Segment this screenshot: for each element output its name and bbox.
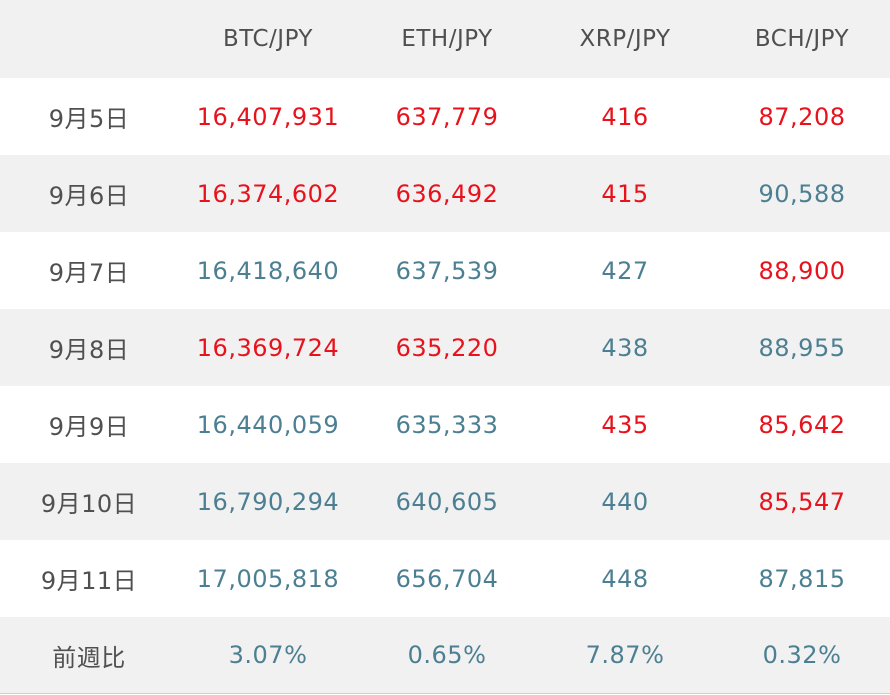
- row-date: 9月7日: [48, 259, 130, 287]
- weekly-change-label: 前週比: [52, 643, 126, 672]
- btc-price: 16,440,059: [196, 410, 340, 439]
- eth-price: 656,704: [395, 564, 499, 593]
- btc-price: 17,005,818: [196, 564, 340, 593]
- xrp-price: 435: [601, 410, 649, 439]
- xrp-price: 440: [601, 487, 649, 516]
- btc-price: 16,369,724: [196, 333, 340, 362]
- table-row: 9月11日 17,005,818 656,704 448 87,815: [0, 540, 890, 617]
- bch-price: 88,900: [758, 256, 846, 285]
- header-btc-jpy: BTC/JPY: [223, 26, 313, 52]
- eth-weekly-change: 0.65%: [407, 641, 487, 669]
- header-bch-jpy: BCH/JPY: [754, 26, 850, 52]
- header-xrp-jpy: XRP/JPY: [579, 26, 671, 52]
- row-date: 9月5日: [48, 105, 130, 133]
- bch-price: 88,955: [758, 333, 846, 362]
- table-row: 9月5日 16,407,931 637,779 416 87,208: [0, 78, 890, 155]
- table-header-row: BTC/JPY ETH/JPY XRP/JPY BCH/JPY: [0, 0, 890, 78]
- xrp-price: 415: [601, 179, 649, 208]
- xrp-price: 416: [601, 102, 649, 131]
- header-corner: [0, 0, 178, 78]
- bch-price: 87,815: [758, 564, 846, 593]
- table-row: 9月6日 16,374,602 636,492 415 90,588: [0, 155, 890, 232]
- eth-price: 637,779: [395, 102, 499, 131]
- bch-price: 87,208: [758, 102, 846, 131]
- row-date: 9月11日: [40, 567, 138, 595]
- btc-price: 16,407,931: [196, 102, 340, 131]
- btc-weekly-change: 3.07%: [228, 641, 308, 669]
- eth-price: 637,539: [395, 256, 499, 285]
- xrp-price: 427: [601, 256, 649, 285]
- table-row: 9月7日 16,418,640 637,539 427 88,900: [0, 232, 890, 309]
- bch-price: 85,642: [758, 410, 846, 439]
- table-row: 9月8日 16,369,724 635,220 438 88,955: [0, 309, 890, 386]
- weekly-change-row: 前週比 3.07% 0.65% 7.87% 0.32%: [0, 617, 890, 694]
- eth-price: 635,220: [395, 333, 499, 362]
- row-date: 9月9日: [48, 413, 130, 441]
- xrp-price: 438: [601, 333, 649, 362]
- header-eth-jpy: ETH/JPY: [401, 26, 493, 52]
- row-date: 9月10日: [40, 490, 138, 518]
- xrp-price: 448: [601, 564, 649, 593]
- eth-price: 636,492: [395, 179, 499, 208]
- bch-price: 85,547: [758, 487, 846, 516]
- table-row: 9月9日 16,440,059 635,333 435 85,642: [0, 386, 890, 463]
- xrp-weekly-change: 7.87%: [585, 641, 665, 669]
- eth-price: 635,333: [395, 410, 499, 439]
- row-date: 9月6日: [48, 182, 130, 210]
- btc-price: 16,374,602: [196, 179, 340, 208]
- btc-price: 16,790,294: [196, 487, 340, 516]
- bch-price: 90,588: [758, 179, 846, 208]
- row-date: 9月8日: [48, 336, 130, 364]
- table-row: 9月10日 16,790,294 640,605 440 85,547: [0, 463, 890, 540]
- eth-price: 640,605: [395, 487, 499, 516]
- btc-price: 16,418,640: [196, 256, 340, 285]
- bch-weekly-change: 0.32%: [762, 641, 842, 669]
